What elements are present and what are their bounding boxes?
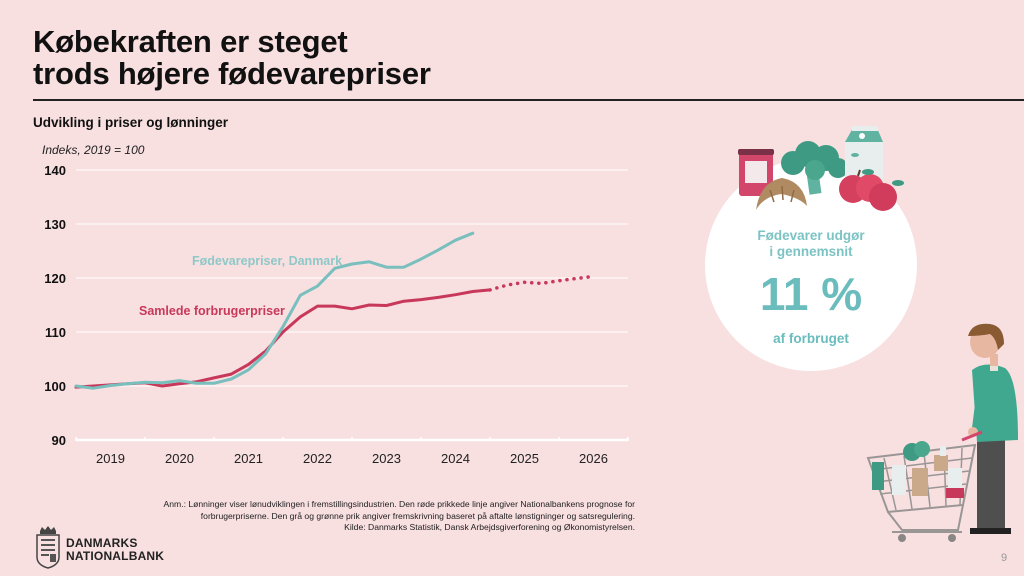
y-tick-label: 120 [44, 271, 66, 286]
chart-note: Anm.: Lønninger viser lønudviklingen i f… [35, 499, 635, 534]
logo-line-2: NATIONALBANK [66, 549, 165, 563]
y-tick-labels: 90 100 110 120 130 140 [44, 163, 66, 448]
shopper-illustration [866, 323, 1018, 542]
title-line-2: trods højere fødevarepriser [33, 56, 431, 91]
y-axis-label: Indeks, 2019 = 100 [42, 143, 145, 157]
logo-line-1: DANMARKS [66, 536, 138, 550]
note-line-2: forbrugerpriserne. Den grå og grønne pri… [200, 510, 635, 521]
broccoli-icon [781, 141, 848, 195]
apples-icon [839, 169, 904, 211]
y-tick-label: 100 [44, 379, 66, 394]
x-tick-label: 2023 [372, 451, 401, 466]
y-tick-label: 90 [52, 433, 66, 448]
note-line-1: Anm.: Lønninger viser lønudviklingen i f… [163, 499, 635, 509]
logo-text: DANMARKS NATIONALBANK [66, 537, 164, 563]
annotation-consumer-prices: Samlede forbrugerpriser [139, 304, 285, 318]
page-number: 9 [1001, 552, 1008, 564]
series-lines [74, 231, 596, 390]
annotation-food-prices: Fødevarepriser, Danmark [192, 254, 342, 268]
callout-value: 11 % [759, 268, 863, 320]
coat-of-arms-icon [36, 526, 60, 569]
croissant-icon [756, 178, 807, 210]
page-title: Købekraften er steget trods højere fødev… [33, 26, 431, 90]
series-line-0 [74, 231, 475, 390]
chart-subtitle: Udvikling i priser og lønninger [33, 115, 229, 130]
x-tick-labels: 2019 2020 2021 2022 2023 2024 2025 2026 [96, 451, 608, 466]
callout-line-2: i gennemsnit [769, 244, 853, 259]
x-tick-label: 2020 [165, 451, 194, 466]
x-tick-label: 2025 [510, 451, 539, 466]
note-line-3: Kilde: Danmarks Statistik, Dansk Arbejds… [344, 522, 635, 532]
shopping-cart-icon [866, 430, 983, 542]
y-tick-label: 140 [44, 163, 66, 178]
title-line-1: Købekraften er steget [33, 24, 348, 59]
callout-line-3: af forbruget [773, 331, 849, 346]
callout-line-1: Fødevarer udgør [757, 228, 865, 243]
y-tick-label: 110 [45, 325, 66, 340]
x-tick-label: 2024 [441, 451, 470, 466]
x-tick-label: 2021 [234, 451, 263, 466]
y-tick-label: 130 [44, 217, 66, 232]
jam-jar-icon [738, 149, 774, 196]
title-divider [33, 99, 1024, 101]
callout-text: Fødevarer udgør i gennemsnit [705, 228, 917, 260]
x-tick-label: 2019 [96, 451, 125, 466]
x-tick-label: 2022 [303, 451, 332, 466]
gridlines [75, 169, 629, 442]
x-tick-label: 2026 [579, 451, 608, 466]
